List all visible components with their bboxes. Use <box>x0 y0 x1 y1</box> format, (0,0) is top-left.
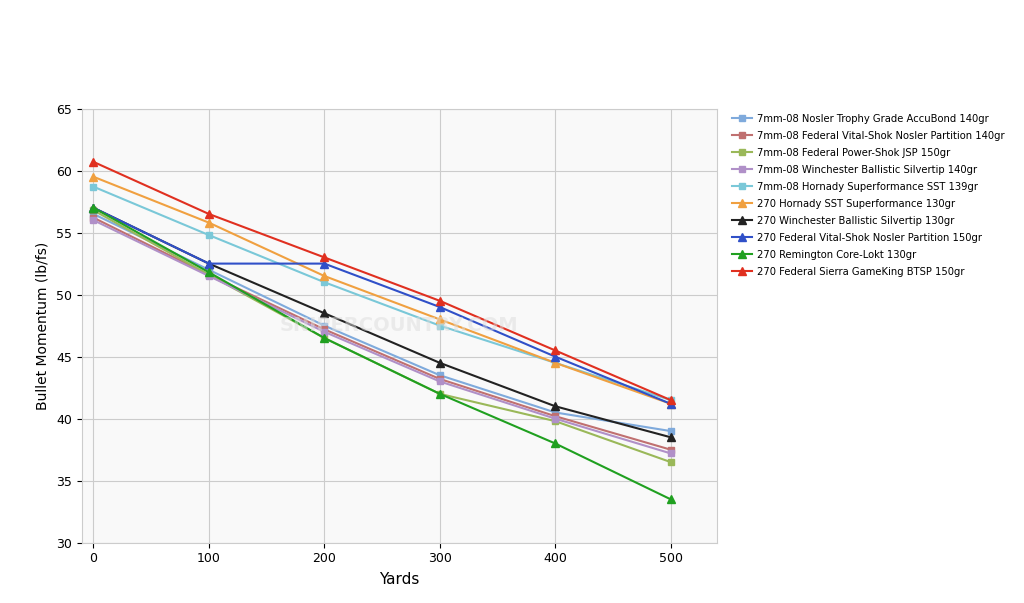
270 Winchester Ballistic Silvertip 130gr <box>87 204 99 212</box>
270 Federal Sierra GameKing BTSP 150gr <box>549 347 561 354</box>
7mm-08 Nosler Trophy Grade AccuBond 140gr <box>433 371 445 379</box>
270 Federal Vital-Shok Nosler Partition 150gr <box>87 204 99 212</box>
7mm-08 Federal Vital-Shok Nosler Partition 140gr <box>87 214 99 221</box>
7mm-08 Hornady Superformance SST 139gr <box>665 396 677 403</box>
Legend: 7mm-08 Nosler Trophy Grade AccuBond 140gr, 7mm-08 Federal Vital-Shok Nosler Part: 7mm-08 Nosler Trophy Grade AccuBond 140g… <box>732 113 1005 277</box>
7mm-08 Federal Vital-Shok Nosler Partition 140gr <box>203 271 215 279</box>
Line: 270 Remington Core-Lokt 130gr: 270 Remington Core-Lokt 130gr <box>89 204 675 504</box>
Text: SNIPERCOUNTRY.COM: SNIPERCOUNTRY.COM <box>280 316 519 335</box>
7mm-08 Hornady Superformance SST 139gr <box>433 322 445 329</box>
270 Winchester Ballistic Silvertip 130gr <box>433 359 445 367</box>
270 Federal Vital-Shok Nosler Partition 150gr <box>318 260 331 267</box>
7mm-08 Nosler Trophy Grade AccuBond 140gr <box>318 322 331 329</box>
270 Winchester Ballistic Silvertip 130gr <box>318 309 331 317</box>
7mm-08 Hornady Superformance SST 139gr <box>87 183 99 191</box>
7mm-08 Federal Power-Shok JSP 150gr <box>433 390 445 397</box>
270 Hornady SST Superformance 130gr <box>318 273 331 280</box>
270 Federal Sierra GameKing BTSP 150gr <box>203 210 215 218</box>
7mm-08 Winchester Ballistic Silvertip 140gr <box>433 378 445 385</box>
270 Remington Core-Lokt 130gr <box>665 496 677 503</box>
7mm-08 Federal Power-Shok JSP 150gr <box>318 335 331 342</box>
7mm-08 Federal Vital-Shok Nosler Partition 140gr <box>549 412 561 420</box>
270 Remington Core-Lokt 130gr <box>549 440 561 447</box>
7mm-08 Federal Power-Shok JSP 150gr <box>87 207 99 214</box>
Line: 7mm-08 Winchester Ballistic Silvertip 140gr: 7mm-08 Winchester Ballistic Silvertip 14… <box>90 216 674 457</box>
Line: 270 Winchester Ballistic Silvertip 130gr: 270 Winchester Ballistic Silvertip 130gr <box>89 204 675 441</box>
7mm-08 Hornady Superformance SST 139gr <box>318 279 331 286</box>
7mm-08 Nosler Trophy Grade AccuBond 140gr <box>665 428 677 435</box>
270 Federal Vital-Shok Nosler Partition 150gr <box>203 260 215 267</box>
270 Hornady SST Superformance 130gr <box>665 400 677 408</box>
7mm-08 Winchester Ballistic Silvertip 140gr <box>665 450 677 457</box>
270 Federal Vital-Shok Nosler Partition 150gr <box>665 400 677 408</box>
270 Winchester Ballistic Silvertip 130gr <box>665 434 677 441</box>
270 Remington Core-Lokt 130gr <box>433 390 445 397</box>
Line: 270 Hornady SST Superformance 130gr: 270 Hornady SST Superformance 130gr <box>89 172 675 408</box>
7mm-08 Federal Power-Shok JSP 150gr <box>549 417 561 425</box>
270 Federal Sierra GameKing BTSP 150gr <box>433 297 445 305</box>
7mm-08 Hornady Superformance SST 139gr <box>549 359 561 367</box>
7mm-08 Winchester Ballistic Silvertip 140gr <box>203 273 215 280</box>
Line: 7mm-08 Federal Power-Shok JSP 150gr: 7mm-08 Federal Power-Shok JSP 150gr <box>90 207 674 466</box>
Text: MOMENTUM: MOMENTUM <box>341 15 683 63</box>
X-axis label: Yards: Yards <box>379 572 420 587</box>
7mm-08 Nosler Trophy Grade AccuBond 140gr <box>87 210 99 218</box>
270 Remington Core-Lokt 130gr <box>87 204 99 212</box>
Line: 7mm-08 Nosler Trophy Grade AccuBond 140gr: 7mm-08 Nosler Trophy Grade AccuBond 140g… <box>90 210 674 435</box>
7mm-08 Federal Vital-Shok Nosler Partition 140gr <box>665 446 677 453</box>
270 Hornady SST Superformance 130gr <box>87 173 99 180</box>
270 Federal Sierra GameKing BTSP 150gr <box>665 396 677 403</box>
7mm-08 Nosler Trophy Grade AccuBond 140gr <box>549 409 561 416</box>
7mm-08 Winchester Ballistic Silvertip 140gr <box>549 415 561 422</box>
7mm-08 Federal Vital-Shok Nosler Partition 140gr <box>433 375 445 382</box>
Line: 7mm-08 Federal Vital-Shok Nosler Partition 140gr: 7mm-08 Federal Vital-Shok Nosler Partiti… <box>90 214 674 453</box>
270 Hornady SST Superformance 130gr <box>433 316 445 323</box>
270 Winchester Ballistic Silvertip 130gr <box>203 260 215 267</box>
270 Hornady SST Superformance 130gr <box>549 359 561 367</box>
7mm-08 Winchester Ballistic Silvertip 140gr <box>318 328 331 335</box>
270 Federal Vital-Shok Nosler Partition 150gr <box>549 353 561 360</box>
Line: 270 Federal Sierra GameKing BTSP 150gr: 270 Federal Sierra GameKing BTSP 150gr <box>89 158 675 404</box>
Line: 7mm-08 Hornady Superformance SST 139gr: 7mm-08 Hornady Superformance SST 139gr <box>90 183 674 403</box>
270 Remington Core-Lokt 130gr <box>318 335 331 342</box>
Y-axis label: Bullet Momentum (lb/fs): Bullet Momentum (lb/fs) <box>35 241 49 410</box>
270 Remington Core-Lokt 130gr <box>203 269 215 276</box>
Line: 270 Federal Vital-Shok Nosler Partition 150gr: 270 Federal Vital-Shok Nosler Partition … <box>89 204 675 408</box>
7mm-08 Hornady Superformance SST 139gr <box>203 232 215 239</box>
7mm-08 Nosler Trophy Grade AccuBond 140gr <box>203 266 215 273</box>
270 Federal Vital-Shok Nosler Partition 150gr <box>433 303 445 311</box>
270 Winchester Ballistic Silvertip 130gr <box>549 403 561 410</box>
270 Federal Sierra GameKing BTSP 150gr <box>87 158 99 165</box>
270 Federal Sierra GameKing BTSP 150gr <box>318 254 331 261</box>
270 Hornady SST Superformance 130gr <box>203 219 215 226</box>
7mm-08 Winchester Ballistic Silvertip 140gr <box>87 216 99 224</box>
7mm-08 Federal Power-Shok JSP 150gr <box>665 458 677 466</box>
7mm-08 Federal Vital-Shok Nosler Partition 140gr <box>318 326 331 333</box>
7mm-08 Federal Power-Shok JSP 150gr <box>203 271 215 279</box>
